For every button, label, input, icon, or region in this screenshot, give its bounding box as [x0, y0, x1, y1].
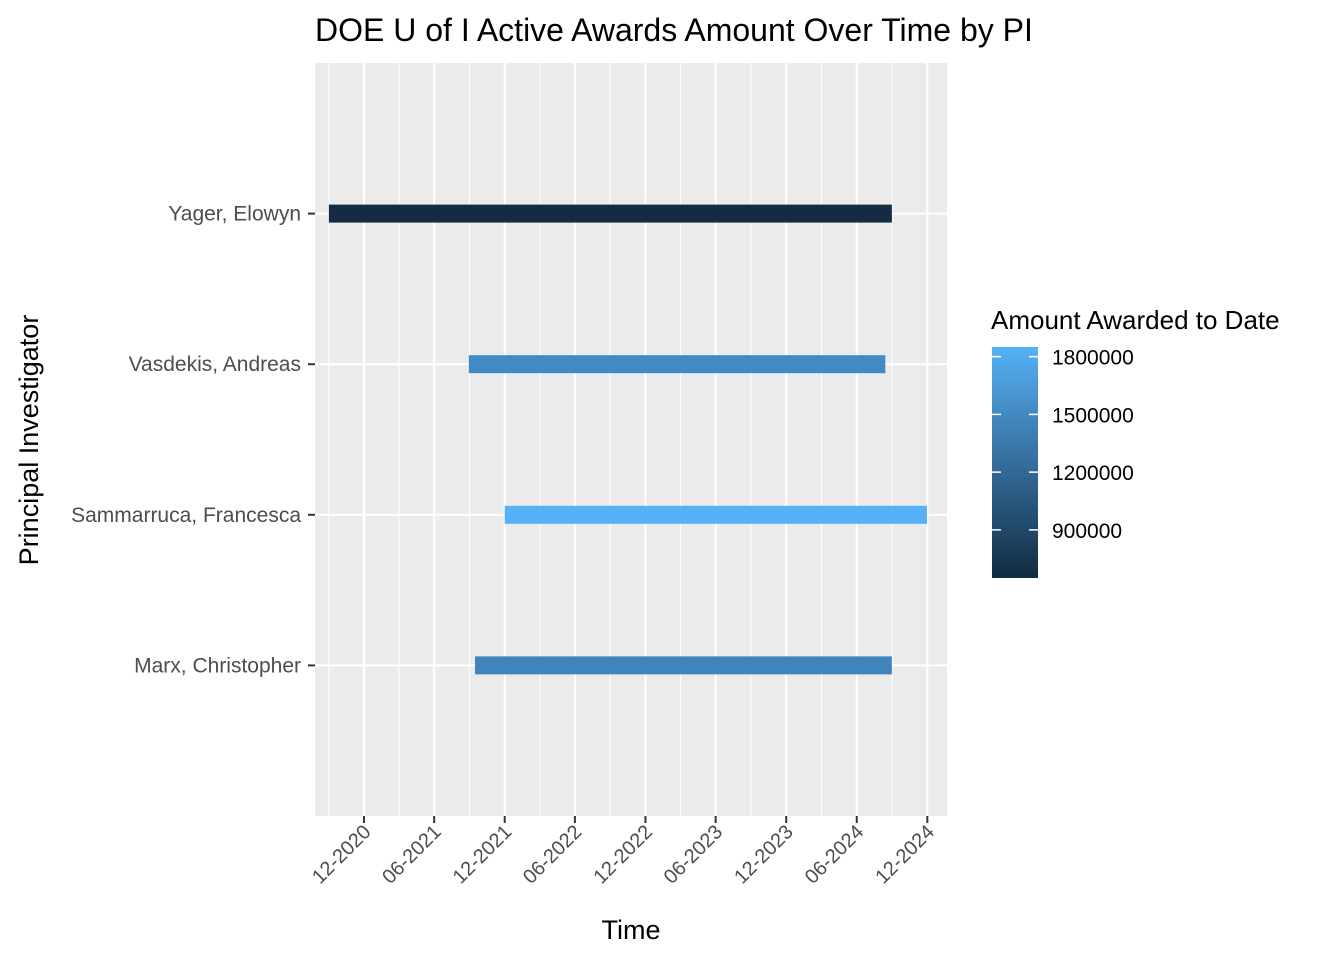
x-tick-label: 12-2023: [730, 821, 797, 888]
y-tick-label: Sammarruca, Francesca: [71, 504, 301, 527]
legend-label: 1800000: [1052, 347, 1134, 370]
legend-ticks: 1800000 1500000 1200000 900000: [992, 347, 1134, 543]
x-tick-label: 06-2021: [378, 821, 445, 888]
color-legend: Amount Awarded to Date 1800000 1500000 120…: [991, 305, 1280, 578]
minor-gridlines: [328, 63, 893, 816]
x-axis-title: Time: [602, 915, 661, 945]
x-axis: 12-2020 06-2021 12-2021 06-2022 12-2022 06-20…: [308, 816, 939, 888]
x-tick-label: 06-2022: [519, 821, 586, 888]
y-axis: Yager, Elowyn Vasdekis, Andreas Sammarruca…: [71, 203, 315, 677]
x-tick-label: 12-2022: [590, 821, 657, 888]
x-tick-label: 06-2023: [660, 821, 727, 888]
award-bar: [468, 355, 886, 374]
award-bar: [475, 656, 892, 675]
award-bar: [328, 204, 892, 223]
x-tick-label: 12-2020: [308, 821, 375, 888]
legend-title: Amount Awarded to Date: [991, 305, 1280, 335]
legend-label: 1200000: [1052, 462, 1134, 485]
y-axis-title: Principal Investigator: [14, 315, 44, 566]
chart-title: DOE U of I Active Awards Amount Over Tim…: [315, 12, 1033, 48]
x-tick-label: 06-2024: [801, 821, 868, 888]
y-tick-label: Marx, Christopher: [134, 654, 301, 677]
x-tick-label: 12-2021: [449, 821, 516, 888]
x-tick-label: 12-2024: [871, 821, 938, 888]
legend-colorbar: [992, 347, 1038, 578]
award-bars: [328, 204, 927, 675]
y-tick-label: Vasdekis, Andreas: [129, 353, 301, 376]
award-bar: [504, 505, 927, 524]
legend-label: 900000: [1052, 520, 1122, 543]
plot-panel: [315, 63, 947, 816]
y-tick-label: Yager, Elowyn: [168, 203, 301, 226]
legend-label: 1500000: [1052, 404, 1134, 427]
